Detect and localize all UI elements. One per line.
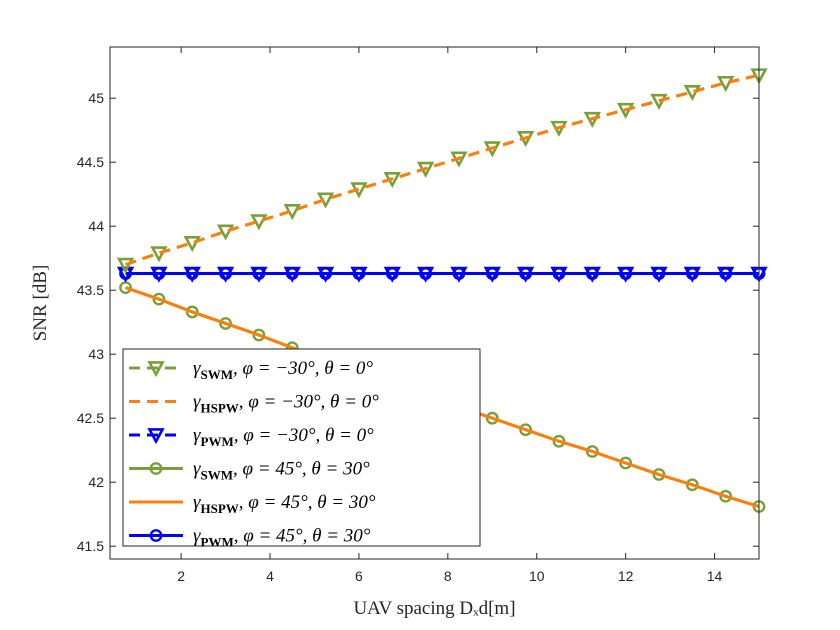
data-point	[219, 317, 232, 330]
data-point	[616, 266, 635, 283]
x-tick-label: 4	[266, 568, 274, 584]
x-tick-label: 8	[444, 568, 452, 584]
legend-subscript: PWM	[201, 535, 234, 550]
data-point	[550, 266, 568, 283]
legend-box	[122, 348, 481, 547]
axes-box	[109, 46, 760, 560]
legend-entry-5: γHSPW, φ = 45°, θ = 30°	[129, 492, 376, 516]
legend-params: , φ = 45°, θ = 30°	[234, 526, 371, 547]
y-tick-label: 45	[88, 90, 104, 106]
series-3	[116, 266, 768, 283]
legend-subscript: HSPW	[201, 501, 239, 516]
y-tick-label: 41.5	[77, 538, 104, 554]
legend-label: γSWM, φ = −30°, θ = 0°	[193, 358, 373, 382]
legend-entry-6: γPWM, φ = 45°, θ = 30°	[129, 526, 371, 550]
legend-label: γPWM, φ = 45°, θ = 30°	[193, 526, 371, 550]
y-tick-label: 42	[88, 474, 104, 490]
data-point	[585, 445, 599, 458]
legend-subscript: SWM	[201, 468, 234, 483]
data-point	[683, 266, 702, 283]
data-point	[450, 266, 468, 283]
data-point	[652, 468, 666, 481]
y-axis-label: SNR [dB]	[30, 265, 51, 342]
x-tick-label: 2	[177, 568, 185, 584]
legend-marker	[149, 462, 163, 475]
data-point	[116, 257, 135, 274]
legend-params: , φ = 45°, θ = 30°	[239, 492, 376, 513]
legend-entry-4: γSWM, φ = 45°, θ = 30°	[129, 459, 370, 483]
legend-gamma: γ	[193, 492, 201, 513]
series-line	[125, 73, 760, 267]
data-point	[416, 266, 435, 283]
data-point	[183, 266, 201, 283]
legend-params: , φ = 45°, θ = 30°	[233, 459, 370, 480]
legend-gamma: γ	[193, 526, 201, 547]
legend-subscript: PWM	[201, 434, 234, 449]
data-point	[250, 266, 268, 283]
legend-params: , φ = −30°, θ = 0°	[239, 392, 379, 413]
series-2	[125, 73, 760, 267]
data-point	[383, 266, 401, 283]
y-tick-label: 44.5	[77, 154, 104, 170]
data-point	[116, 266, 135, 283]
legend-entry-1: γSWM, φ = −30°, θ = 0°	[129, 358, 373, 382]
x-tick-label: 14	[707, 568, 723, 584]
y-tick-label: 42.5	[77, 410, 104, 426]
legend-marker	[147, 428, 165, 445]
data-point	[619, 456, 633, 470]
legend-label: γPWM, φ = −30°, θ = 0°	[193, 425, 374, 449]
data-point	[716, 266, 735, 283]
data-point	[350, 266, 368, 283]
legend-label: γSWM, φ = 45°, θ = 30°	[193, 459, 370, 483]
legend: γSWM, φ = −30°, θ = 0°γHSPW, φ = −30°, θ…	[122, 348, 481, 550]
y-tick-label: 43.5	[77, 282, 104, 298]
data-point	[516, 266, 535, 283]
legend-marker	[147, 361, 165, 378]
data-point	[183, 236, 201, 253]
legend-gamma: γ	[193, 459, 201, 480]
legend-label: γHSPW, φ = 45°, θ = 30°	[193, 492, 376, 516]
legend-gamma: γ	[193, 392, 201, 413]
data-point	[150, 266, 168, 283]
data-point	[250, 214, 268, 231]
data-point	[483, 266, 501, 283]
legend-marker	[149, 529, 163, 542]
data-point	[685, 478, 699, 492]
x-tick-label: 12	[618, 568, 634, 584]
legend-gamma: γ	[193, 358, 201, 379]
legend-params: , φ = −30°, θ = 0°	[233, 358, 373, 379]
tick-layer: 2 4 6 8 10 12 14 41.5 42 42.5 43 43.5 44 44.5 45	[77, 47, 759, 584]
legend-entry-2: γHSPW, φ = −30°, θ = 0°	[129, 392, 379, 416]
data-point	[152, 292, 166, 306]
y-tick-label: 43	[88, 346, 104, 362]
data-point	[650, 266, 668, 283]
data-point	[485, 411, 499, 425]
data-point	[719, 489, 733, 503]
legend-entry-3: γPWM, φ = −30°, θ = 0°	[129, 425, 374, 449]
data-point	[552, 434, 566, 448]
data-point	[283, 266, 301, 283]
legend-subscript: SWM	[201, 367, 234, 382]
legend-params: , φ = −30°, θ = 0°	[234, 425, 374, 446]
legend-gamma: γ	[193, 425, 201, 446]
data-point	[252, 328, 266, 342]
y-tick-label: 44	[88, 218, 104, 234]
legend-subscript: HSPW	[201, 401, 239, 416]
data-point	[519, 423, 533, 437]
data-point	[185, 305, 199, 319]
data-point	[583, 266, 601, 283]
data-point	[316, 266, 335, 283]
x-axis-label: UAV spacing Dₓd[m]	[353, 598, 515, 619]
legend-label: γHSPW, φ = −30°, θ = 0°	[193, 392, 379, 416]
data-point	[216, 266, 235, 283]
x-tick-label: 10	[529, 568, 545, 584]
x-tick-label: 6	[355, 568, 363, 584]
